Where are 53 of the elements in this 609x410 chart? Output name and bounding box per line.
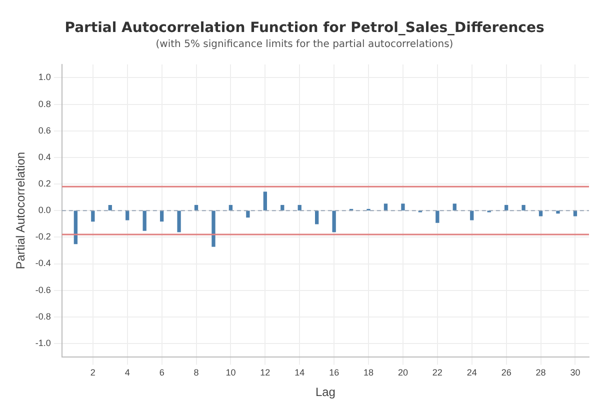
y-tick-label: 0.0 [38,205,51,216]
y-tick-label: 0.2 [38,178,51,189]
bar [332,210,336,232]
bar [212,210,216,247]
x-tick-label: 28 [536,368,546,378]
y-tick-label: -0.2 [35,232,51,242]
bar [91,210,95,222]
bar [74,210,78,244]
bar [298,204,302,210]
bar [384,204,388,210]
bar [556,210,560,214]
y-tick-label: 1.0 [38,72,51,82]
chart-subtitle: (with 5% significance limits for the partial autocorrelations) [154,39,454,50]
x-tick-label: 14 [294,368,305,378]
x-tick-label: 22 [432,368,442,378]
bar [228,204,233,210]
y-tick-label: -0.8 [35,311,51,322]
x-tick-label: 8 [194,368,199,378]
y-tick-label: 0.4 [38,152,51,162]
x-tick-label: 2 [90,368,96,378]
y-axis-title: Partial Autocorrelation [14,152,28,270]
y-tick-label: 0.8 [38,98,51,109]
x-tick-label: 12 [260,368,270,378]
bar [401,204,405,210]
x-tick-label: 26 [501,368,512,378]
x-tick-label: 24 [466,368,477,378]
bar [177,210,181,232]
y-tick-label: 0.6 [38,125,51,136]
y-tick-label: -0.4 [35,258,51,268]
bar [263,192,267,210]
y-tick-label: -1.0 [35,338,51,348]
bar [522,204,526,210]
x-tick-label: 10 [226,368,236,378]
x-tick-label: 4 [124,368,130,378]
bar [470,210,474,220]
x-tick-label: 16 [329,368,340,378]
x-tick-label: 18 [364,368,374,378]
x-axis-title: Lag [315,385,336,400]
bar [315,210,319,224]
bar [126,210,130,220]
chart-title: Partial Autocorrelation Function for Petrol_Sales_Differences [64,20,546,36]
x-tick-label: 6 [159,368,164,378]
x-tick-label: 20 [398,368,408,378]
bar [436,210,440,223]
y-tick-label: -0.6 [35,284,51,295]
bar [142,210,146,231]
bar [108,204,112,210]
bar [504,204,508,210]
x-tick-label: 30 [570,368,580,378]
bar [246,210,250,218]
bar [452,204,456,210]
bar [280,204,284,210]
bar [160,210,164,222]
